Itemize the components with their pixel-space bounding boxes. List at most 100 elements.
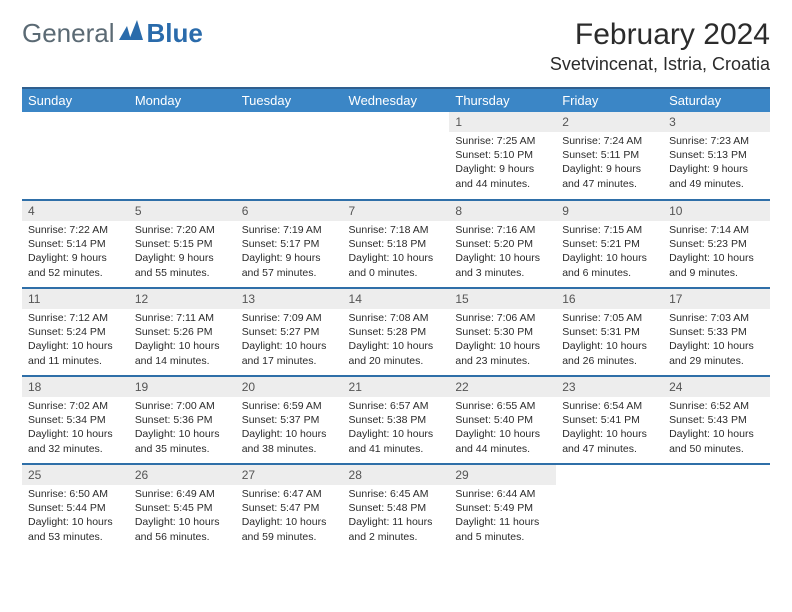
calendar-row: 18Sunrise: 7:02 AMSunset: 5:34 PMDayligh… xyxy=(22,376,770,464)
calendar-cell xyxy=(343,112,450,200)
weekday-header: Wednesday xyxy=(343,88,450,112)
day-number: 12 xyxy=(129,289,236,309)
day-number: 15 xyxy=(449,289,556,309)
weekday-header: Tuesday xyxy=(236,88,343,112)
day-data: Sunrise: 6:50 AMSunset: 5:44 PMDaylight:… xyxy=(22,485,129,548)
calendar-cell: 20Sunrise: 6:59 AMSunset: 5:37 PMDayligh… xyxy=(236,376,343,464)
day-data: Sunrise: 7:08 AMSunset: 5:28 PMDaylight:… xyxy=(343,309,450,372)
calendar-cell: 11Sunrise: 7:12 AMSunset: 5:24 PMDayligh… xyxy=(22,288,129,376)
day-number: 10 xyxy=(663,201,770,221)
day-number-empty xyxy=(129,112,236,132)
day-data: Sunrise: 7:25 AMSunset: 5:10 PMDaylight:… xyxy=(449,132,556,195)
title-block: February 2024 Svetvincenat, Istria, Croa… xyxy=(550,18,770,75)
logo-text-blue: Blue xyxy=(147,18,203,49)
day-data: Sunrise: 7:02 AMSunset: 5:34 PMDaylight:… xyxy=(22,397,129,460)
calendar-cell: 24Sunrise: 6:52 AMSunset: 5:43 PMDayligh… xyxy=(663,376,770,464)
day-data: Sunrise: 6:55 AMSunset: 5:40 PMDaylight:… xyxy=(449,397,556,460)
day-data: Sunrise: 7:20 AMSunset: 5:15 PMDaylight:… xyxy=(129,221,236,284)
calendar-cell xyxy=(556,464,663,552)
calendar-cell: 6Sunrise: 7:19 AMSunset: 5:17 PMDaylight… xyxy=(236,200,343,288)
calendar-cell: 8Sunrise: 7:16 AMSunset: 5:20 PMDaylight… xyxy=(449,200,556,288)
day-number-empty xyxy=(343,112,450,132)
day-number: 6 xyxy=(236,201,343,221)
weekday-header: Saturday xyxy=(663,88,770,112)
calendar-cell: 25Sunrise: 6:50 AMSunset: 5:44 PMDayligh… xyxy=(22,464,129,552)
day-data: Sunrise: 6:44 AMSunset: 5:49 PMDaylight:… xyxy=(449,485,556,548)
day-data: Sunrise: 7:12 AMSunset: 5:24 PMDaylight:… xyxy=(22,309,129,372)
calendar-cell: 22Sunrise: 6:55 AMSunset: 5:40 PMDayligh… xyxy=(449,376,556,464)
day-number: 2 xyxy=(556,112,663,132)
day-data: Sunrise: 7:00 AMSunset: 5:36 PMDaylight:… xyxy=(129,397,236,460)
day-number-empty xyxy=(22,112,129,132)
day-number-empty xyxy=(663,465,770,485)
day-number: 28 xyxy=(343,465,450,485)
day-number: 20 xyxy=(236,377,343,397)
calendar-cell: 9Sunrise: 7:15 AMSunset: 5:21 PMDaylight… xyxy=(556,200,663,288)
calendar-cell: 7Sunrise: 7:18 AMSunset: 5:18 PMDaylight… xyxy=(343,200,450,288)
day-data: Sunrise: 7:22 AMSunset: 5:14 PMDaylight:… xyxy=(22,221,129,284)
wave-icon xyxy=(119,20,145,47)
day-data: Sunrise: 7:05 AMSunset: 5:31 PMDaylight:… xyxy=(556,309,663,372)
day-data: Sunrise: 7:23 AMSunset: 5:13 PMDaylight:… xyxy=(663,132,770,195)
calendar-cell: 10Sunrise: 7:14 AMSunset: 5:23 PMDayligh… xyxy=(663,200,770,288)
day-number-empty xyxy=(236,112,343,132)
calendar-cell: 14Sunrise: 7:08 AMSunset: 5:28 PMDayligh… xyxy=(343,288,450,376)
day-number: 14 xyxy=(343,289,450,309)
day-data: Sunrise: 7:16 AMSunset: 5:20 PMDaylight:… xyxy=(449,221,556,284)
weekday-header: Friday xyxy=(556,88,663,112)
calendar-cell xyxy=(236,112,343,200)
calendar-row: 4Sunrise: 7:22 AMSunset: 5:14 PMDaylight… xyxy=(22,200,770,288)
logo: General Blue xyxy=(22,18,203,49)
day-number: 29 xyxy=(449,465,556,485)
day-number: 3 xyxy=(663,112,770,132)
day-data: Sunrise: 6:54 AMSunset: 5:41 PMDaylight:… xyxy=(556,397,663,460)
calendar-row: 11Sunrise: 7:12 AMSunset: 5:24 PMDayligh… xyxy=(22,288,770,376)
day-number: 4 xyxy=(22,201,129,221)
calendar-cell: 26Sunrise: 6:49 AMSunset: 5:45 PMDayligh… xyxy=(129,464,236,552)
day-number: 9 xyxy=(556,201,663,221)
calendar-cell: 2Sunrise: 7:24 AMSunset: 5:11 PMDaylight… xyxy=(556,112,663,200)
day-number-empty xyxy=(556,465,663,485)
calendar-cell: 16Sunrise: 7:05 AMSunset: 5:31 PMDayligh… xyxy=(556,288,663,376)
calendar-cell: 21Sunrise: 6:57 AMSunset: 5:38 PMDayligh… xyxy=(343,376,450,464)
calendar-cell: 5Sunrise: 7:20 AMSunset: 5:15 PMDaylight… xyxy=(129,200,236,288)
calendar-cell: 12Sunrise: 7:11 AMSunset: 5:26 PMDayligh… xyxy=(129,288,236,376)
calendar-cell: 17Sunrise: 7:03 AMSunset: 5:33 PMDayligh… xyxy=(663,288,770,376)
calendar-cell xyxy=(663,464,770,552)
day-number: 7 xyxy=(343,201,450,221)
day-data: Sunrise: 6:49 AMSunset: 5:45 PMDaylight:… xyxy=(129,485,236,548)
day-data: Sunrise: 6:45 AMSunset: 5:48 PMDaylight:… xyxy=(343,485,450,548)
day-data: Sunrise: 6:57 AMSunset: 5:38 PMDaylight:… xyxy=(343,397,450,460)
day-number: 11 xyxy=(22,289,129,309)
calendar-cell: 28Sunrise: 6:45 AMSunset: 5:48 PMDayligh… xyxy=(343,464,450,552)
calendar-cell xyxy=(129,112,236,200)
calendar-cell: 3Sunrise: 7:23 AMSunset: 5:13 PMDaylight… xyxy=(663,112,770,200)
calendar-cell: 18Sunrise: 7:02 AMSunset: 5:34 PMDayligh… xyxy=(22,376,129,464)
day-data: Sunrise: 7:03 AMSunset: 5:33 PMDaylight:… xyxy=(663,309,770,372)
weekday-header: Thursday xyxy=(449,88,556,112)
day-number: 24 xyxy=(663,377,770,397)
day-data: Sunrise: 7:11 AMSunset: 5:26 PMDaylight:… xyxy=(129,309,236,372)
day-data: Sunrise: 7:14 AMSunset: 5:23 PMDaylight:… xyxy=(663,221,770,284)
day-number: 23 xyxy=(556,377,663,397)
calendar-cell: 29Sunrise: 6:44 AMSunset: 5:49 PMDayligh… xyxy=(449,464,556,552)
day-number: 8 xyxy=(449,201,556,221)
weekday-header-row: Sunday Monday Tuesday Wednesday Thursday… xyxy=(22,88,770,112)
calendar-cell: 23Sunrise: 6:54 AMSunset: 5:41 PMDayligh… xyxy=(556,376,663,464)
day-data: Sunrise: 6:47 AMSunset: 5:47 PMDaylight:… xyxy=(236,485,343,548)
day-data: Sunrise: 7:24 AMSunset: 5:11 PMDaylight:… xyxy=(556,132,663,195)
day-data: Sunrise: 7:18 AMSunset: 5:18 PMDaylight:… xyxy=(343,221,450,284)
day-number: 25 xyxy=(22,465,129,485)
calendar-cell: 19Sunrise: 7:00 AMSunset: 5:36 PMDayligh… xyxy=(129,376,236,464)
day-data: Sunrise: 7:15 AMSunset: 5:21 PMDaylight:… xyxy=(556,221,663,284)
logo-text-general: General xyxy=(22,18,115,49)
header: General Blue February 2024 Svetvincenat,… xyxy=(22,18,770,75)
calendar-table: Sunday Monday Tuesday Wednesday Thursday… xyxy=(22,87,770,552)
calendar-cell xyxy=(22,112,129,200)
day-data: Sunrise: 7:09 AMSunset: 5:27 PMDaylight:… xyxy=(236,309,343,372)
day-number: 5 xyxy=(129,201,236,221)
day-number: 13 xyxy=(236,289,343,309)
weekday-header: Monday xyxy=(129,88,236,112)
day-number: 18 xyxy=(22,377,129,397)
calendar-cell: 15Sunrise: 7:06 AMSunset: 5:30 PMDayligh… xyxy=(449,288,556,376)
